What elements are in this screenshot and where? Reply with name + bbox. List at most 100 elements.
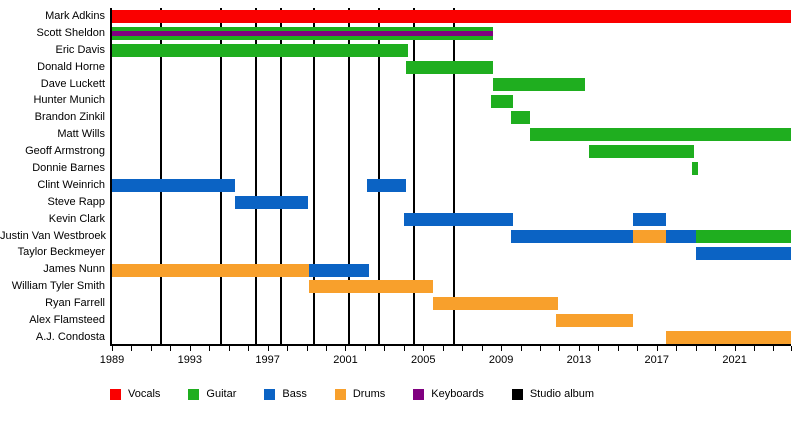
x-axis-tick [287,346,289,351]
member-label: James Nunn [43,263,105,276]
timeline-bar-guitar [691,162,698,176]
member-label: William Tyler Smith [11,280,105,293]
member-labels-column: Mark Adkins Scott Sheldon Eric Davis Donald… [0,8,106,346]
x-axis-tick [656,346,658,351]
x-axis-tick-label: 2017 [644,354,669,366]
member-label: Mark Adkins [45,10,105,22]
member-label: Dave Luckett [40,77,105,90]
member-label: Alex Flamsteed [29,314,105,327]
x-axis-tick [150,346,152,351]
x-axis-tick [326,346,327,351]
timeline-bar-vocals [112,10,791,23]
member-label: Justin Van Westbroek [0,229,106,242]
studio-album-line [159,8,162,344]
legend-label: Drums [352,388,386,400]
member-label: Kevin Clark [48,212,105,225]
x-axis-tick [559,346,561,351]
member-label: A.J. Condosta [35,330,105,343]
member-label: Donnie Barnes [32,162,105,175]
studio-album-line [280,8,283,344]
legend-swatch-drums [334,388,346,400]
timeline-bar-guitar [493,77,585,91]
legend-swatch-bass [264,388,276,400]
x-axis-tick [384,346,386,351]
studio-album-line [453,8,456,344]
plot-area: 1989 1993 1997 2001 2005 2009 2013 2017 2021 [100,8,792,366]
x-axis-tick-label: 2009 [488,354,514,366]
timeline-bar-guitar [510,111,531,125]
timeline-bar-drums [555,314,634,328]
member-label: Geoff Armstrong [25,145,105,158]
x-axis-tick [462,346,464,351]
x-axis-tick [481,346,483,351]
timeline-bar-drums [633,229,667,243]
member-label: Eric Davis [55,43,105,56]
x-axis-tick [403,346,405,351]
legend-swatch-vocals [110,388,121,400]
x-axis-tick [248,346,250,351]
timeline-bar-bass [234,195,309,209]
member-label: Scott Sheldon [36,26,106,39]
x-axis-tick-label: 1989 [99,354,125,366]
timeline-bar-drums [433,297,558,311]
member-label: Taylor Beckmeyer [17,246,105,259]
x-axis-tick [306,346,308,351]
x-axis-tick [228,346,230,351]
legend-swatch-studio-album [511,388,523,400]
x-axis-tick [112,346,113,351]
legend-item: Bass [264,388,307,400]
x-axis-tick [209,346,211,351]
timeline-bar-bass [695,246,791,260]
legend-label: Studio album [529,388,595,400]
x-axis-tick [189,346,191,351]
timeline-bar-guitar [491,94,513,108]
timeline-bar-guitar [530,128,791,142]
x-axis-tick [637,346,639,351]
member-label: Steve Rapp [47,195,105,208]
x-axis-tick [617,346,619,351]
x-axis-tick [364,346,366,351]
studio-album-line [377,8,380,344]
legend-item: Keyboards [413,388,484,400]
timeline-bar-bass [308,263,369,277]
x-axis-tick-label: 2021 [722,354,747,366]
legend-item: Guitar [188,388,236,400]
x-axis-tick [423,346,425,351]
timeline-bar-guitar [588,145,694,159]
timeline-bar-guitar [405,60,494,74]
member-label: Clint Weinrich [37,178,105,191]
timeline-bar-drums [308,280,434,294]
studio-album-line [412,8,415,344]
timeline-bar-bass [112,179,235,192]
overlay-stripe-keyboards [112,30,494,36]
x-axis-tick [170,346,172,351]
x-axis-tick [267,346,269,351]
x-axis-tick [695,346,697,351]
timeline-bar-bass [633,212,667,226]
member-label: Brandon Zinkil [34,111,105,124]
x-axis-tick-label: 2005 [411,354,436,366]
x-axis-tick [131,346,133,351]
x-axis-tick [345,346,347,351]
member-label: Matt Wills [57,128,105,141]
legend-label: Guitar [206,388,237,400]
timeline-bar-bass [510,229,634,243]
x-axis-tick-label: 2013 [566,354,592,366]
x-axis-tick [754,346,756,351]
x-axis-tick [578,346,580,351]
studio-album-line [254,8,257,344]
x-axis-tick [520,346,522,351]
legend-item: Studio album [511,388,595,400]
timeline-bar-guitar [112,43,408,57]
legend-label: Bass [282,388,307,400]
x-axis-tick [773,346,775,351]
studio-album-line [348,8,351,344]
timeline-bar-bass [366,179,406,192]
member-label: Donald Horne [37,60,105,73]
member-label: Ryan Farrell [45,297,105,310]
timeline-bar-drums [666,331,791,345]
legend-item: Drums [334,388,386,400]
studio-album-line [219,8,222,344]
studio-album-line [313,8,316,344]
